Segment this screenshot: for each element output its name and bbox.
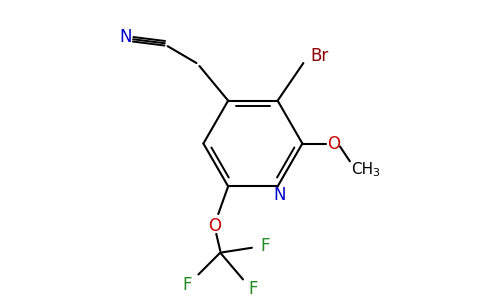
Text: Br: Br	[310, 47, 328, 65]
Text: 3: 3	[372, 168, 379, 178]
Text: CH: CH	[351, 162, 373, 177]
Text: F: F	[248, 280, 257, 298]
Text: F: F	[183, 276, 192, 294]
Text: F: F	[260, 237, 270, 255]
Text: O: O	[328, 134, 341, 152]
Text: O: O	[208, 217, 221, 235]
Text: N: N	[119, 28, 132, 46]
Text: N: N	[273, 186, 286, 204]
